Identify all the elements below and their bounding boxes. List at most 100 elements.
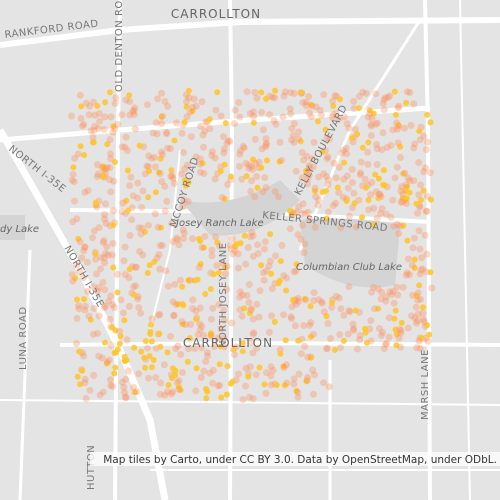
data-point <box>81 302 89 310</box>
data-point <box>130 383 137 391</box>
data-point <box>238 175 246 183</box>
data-point <box>196 326 204 334</box>
data-point <box>305 93 313 100</box>
data-point <box>81 375 89 383</box>
data-point <box>295 203 303 211</box>
data-point <box>426 331 433 338</box>
data-point <box>267 381 275 389</box>
data-point <box>102 200 109 208</box>
data-point <box>121 317 128 324</box>
data-point <box>394 104 402 112</box>
data-point <box>370 283 377 291</box>
data-point <box>282 337 289 344</box>
data-point <box>376 191 384 198</box>
data-point <box>362 325 369 332</box>
data-point <box>179 226 187 234</box>
data-point <box>110 123 117 130</box>
data-point <box>212 233 219 241</box>
data-point <box>87 316 94 323</box>
data-point <box>107 381 115 389</box>
data-point <box>353 223 360 231</box>
data-point <box>105 356 113 364</box>
data-point <box>379 99 387 107</box>
data-point <box>400 124 408 132</box>
data-point <box>415 159 423 167</box>
data-point <box>101 211 109 219</box>
data-point <box>109 207 117 215</box>
data-point <box>169 388 177 396</box>
data-point <box>324 181 332 189</box>
data-point <box>84 258 91 266</box>
data-point <box>280 92 288 100</box>
data-point <box>352 307 359 314</box>
data-point <box>220 334 228 342</box>
data-point <box>212 106 220 114</box>
data-point <box>220 316 228 324</box>
data-point <box>393 331 400 338</box>
data-point <box>218 194 226 201</box>
data-point <box>156 390 164 398</box>
data-point <box>101 286 109 294</box>
data-point <box>397 143 404 150</box>
data-point <box>294 388 302 396</box>
data-point <box>323 344 331 352</box>
data-point <box>406 189 413 196</box>
data-point <box>215 301 223 309</box>
data-point <box>131 263 139 271</box>
data-point <box>110 304 118 312</box>
data-point <box>303 376 311 384</box>
data-point <box>179 235 187 242</box>
data-point <box>156 330 163 337</box>
data-point <box>152 189 159 196</box>
data-point <box>92 199 99 206</box>
data-point <box>192 307 200 315</box>
data-point <box>368 178 376 186</box>
data-point <box>315 196 322 204</box>
data-point <box>256 287 264 295</box>
data-point <box>245 373 252 380</box>
data-point <box>366 110 373 117</box>
data-point <box>231 351 238 359</box>
data-point <box>72 275 78 282</box>
data-point <box>189 235 197 243</box>
data-point <box>417 266 425 274</box>
data-point <box>292 300 300 308</box>
data-point <box>239 396 247 403</box>
data-point <box>161 97 169 105</box>
data-point <box>198 98 206 106</box>
data-point <box>246 363 254 371</box>
data-point <box>243 88 251 96</box>
data-point <box>113 349 120 356</box>
data-point <box>196 155 204 163</box>
data-point <box>161 182 169 190</box>
data-point <box>171 137 178 144</box>
data-point <box>120 389 128 396</box>
data-point <box>398 198 406 206</box>
data-point <box>413 200 420 207</box>
data-point <box>182 182 189 189</box>
data-point <box>297 235 305 243</box>
data-point <box>146 353 153 359</box>
data-point <box>252 160 260 167</box>
data-point <box>163 388 171 396</box>
data-point <box>163 130 171 138</box>
data-point <box>377 209 385 217</box>
data-point <box>325 383 333 391</box>
data-point <box>357 169 365 177</box>
data-point <box>310 330 318 338</box>
data-point <box>126 232 134 239</box>
data-point <box>181 165 189 173</box>
data-point <box>158 148 166 156</box>
data-point <box>253 94 261 102</box>
data-point <box>107 376 114 384</box>
data-point <box>288 315 296 323</box>
data-point <box>112 94 120 102</box>
data-point <box>107 292 115 300</box>
data-point <box>330 159 338 167</box>
data-point <box>335 294 343 302</box>
data-point <box>192 153 200 161</box>
data-point <box>307 333 314 340</box>
data-point <box>249 395 257 403</box>
data-point <box>70 178 78 186</box>
data-point <box>103 164 111 171</box>
